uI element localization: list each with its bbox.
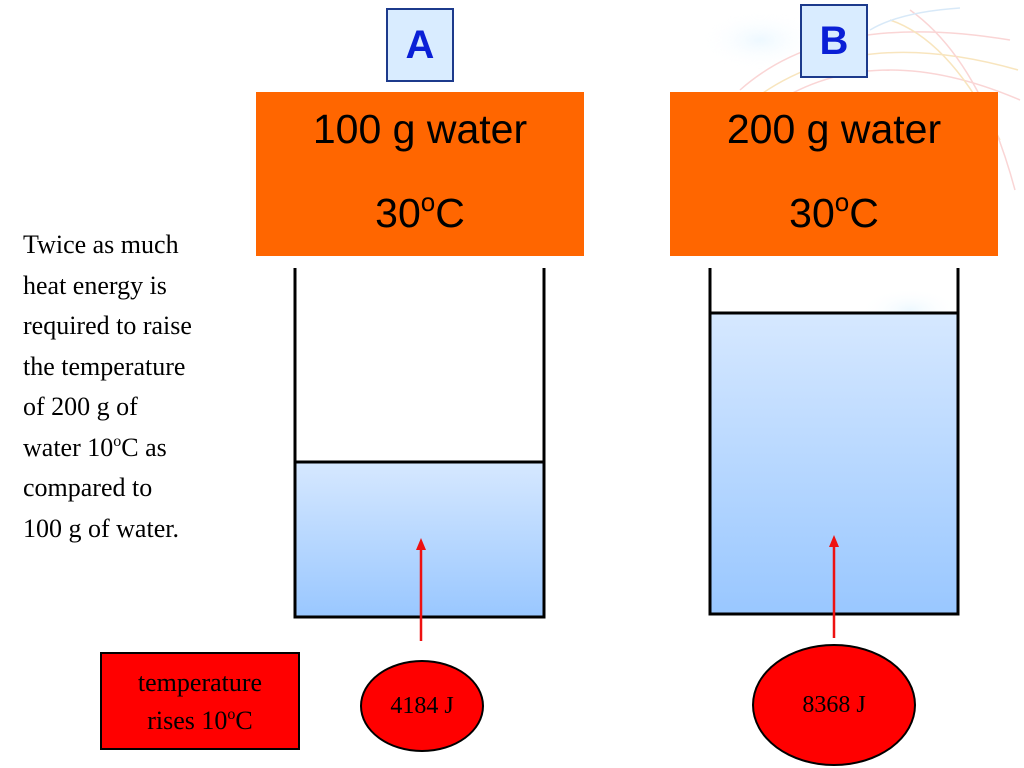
temperature-rise-note: temperature rises 10oC <box>100 652 300 750</box>
energy-b: 8368 J <box>752 644 916 766</box>
arrow-b <box>829 535 839 638</box>
beaker-b-label: B <box>800 4 868 78</box>
beaker-a-temperature: 30oC <box>256 187 584 237</box>
explanation-line: required to raise <box>23 311 192 340</box>
explanation-line: of 200 g of <box>23 392 138 421</box>
note-fragment: rises 10 <box>147 706 228 735</box>
beaker-b-mass: 200 g water <box>726 106 942 152</box>
temperature-value: 30 <box>375 190 421 236</box>
beaker-a-header: 100 g water 30oC <box>256 92 584 256</box>
note-line: temperature <box>137 668 263 697</box>
explanation-line: 100 g of water. <box>23 513 179 543</box>
beaker-a-mass: 100 g water <box>312 106 528 152</box>
explanation-line: the temperature <box>23 351 186 381</box>
explanation-fragment: C as <box>121 432 167 462</box>
note-line: rises 10oC <box>102 702 298 740</box>
water-a <box>295 462 544 617</box>
temperature-unit: C <box>849 190 879 236</box>
beaker-b-temperature: 30oC <box>670 187 998 237</box>
explanation-text: Twice as much heat energy is required to… <box>23 225 263 549</box>
explanation-line: heat energy is <box>23 270 167 300</box>
degree-symbol: o <box>227 706 236 723</box>
energy-a: 4184 J <box>360 660 484 752</box>
beaker-b-header: 200 g water 30oC <box>670 92 998 256</box>
explanation-line: compared to <box>23 473 153 502</box>
temperature-unit: C <box>435 190 465 236</box>
explanation-line: water 10oC as <box>23 428 263 469</box>
explanation-fragment: water 10 <box>23 432 114 462</box>
beaker-a-label: A <box>386 8 454 82</box>
beaker-a <box>293 268 546 619</box>
degree-symbol: o <box>834 187 850 217</box>
arrow-a <box>416 538 426 641</box>
degree-symbol: o <box>113 432 122 450</box>
temperature-value: 30 <box>789 190 835 236</box>
degree-symbol: o <box>420 187 436 217</box>
note-fragment: C <box>235 706 253 735</box>
explanation-line: Twice as much <box>23 230 179 259</box>
